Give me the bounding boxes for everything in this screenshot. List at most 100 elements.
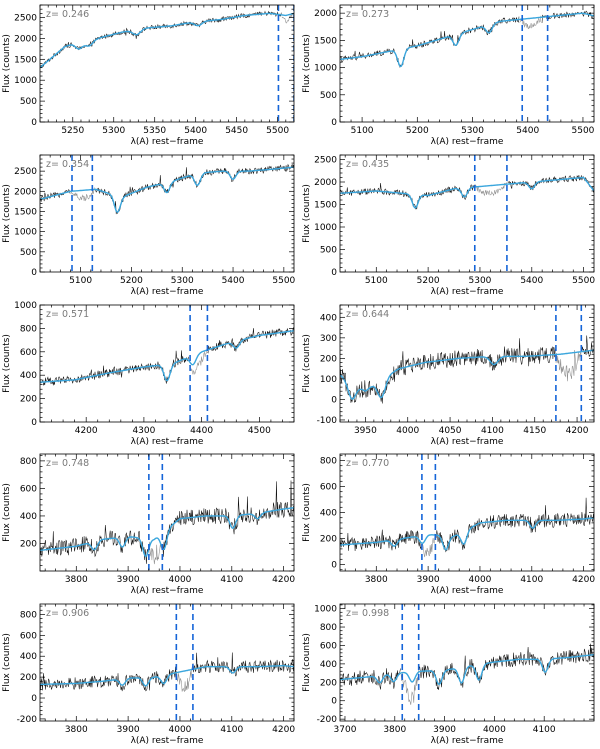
y-tick-label: 800 [320,623,337,633]
y-axis-label: Flux (counts) [2,633,12,692]
masked-spectrum-line [519,15,542,29]
y-tick-label: 100 [320,374,337,384]
y-tick-label: 500 [20,97,37,107]
x-tick-label: 5450 [225,126,248,136]
x-tick-label: 5500 [266,126,289,136]
y-tick-label: 500 [20,248,37,258]
y-tick-label: 0 [331,268,337,278]
y-tick-label: 0 [31,118,37,128]
x-tick-label: 5100 [351,126,374,136]
redshift-label: z= 0.354 [46,159,89,170]
y-tick-label: 1000 [314,64,337,74]
x-axis-label: λ(A) rest−frame [131,437,204,447]
y-tick-label: 400 [320,660,337,670]
y-tick-label: 600 [20,347,37,357]
x-tick-label: 4000 [396,426,419,436]
x-tick-label: 4100 [220,575,243,585]
x-tick-label: 4100 [520,575,543,585]
model-fit-line [40,507,294,558]
y-tick-label: 2000 [314,178,337,188]
y-tick-label: 2000 [14,34,37,44]
x-tick-label: 5350 [143,126,166,136]
x-axis-label: λ(A) rest−frame [431,736,504,746]
plot-frame [39,4,295,123]
y-tick-label: 2500 [14,167,37,177]
spectrum-chart: 4200 4300 4400 4500 0 200 400 600 800 1000 λ(A) re… [2,301,295,447]
x-axis-label: λ(A) rest−frame [431,586,504,596]
x-tick-label: 4000 [469,575,492,585]
x-tick-label: 3700 [334,725,357,735]
y-tick-label: 200 [320,678,337,688]
spectrum-panel: 3700 3800 3900 4000 4100 -200 0 200 400 600 800 100… [300,599,600,749]
model-fit-line [40,329,294,383]
y-tick-label: 500 [320,245,337,255]
model-fit-line [340,654,594,686]
y-axis-label: Flux (counts) [302,34,312,93]
x-tick-label: 4000 [483,725,506,735]
y-axis-label: Flux (counts) [302,334,312,393]
y-tick-label: 400 [20,371,37,381]
redshift-label: z= 0.748 [46,458,89,469]
spectrum-chart: 3950 4000 4050 4100 4150 4200 -100 0 100 200 300 40… [302,304,595,447]
x-tick-label: 5200 [406,126,429,136]
y-axis-label: Flux (counts) [2,34,12,93]
y-tick-label: 300 [320,333,337,343]
plot-frame [39,154,295,273]
y-tick-label: 2000 [314,9,337,19]
redshift-label: z= 0.571 [46,309,89,320]
y-tick-label: -200 [17,715,38,725]
spectrum-panel: 3800 3900 4000 4100 4200 -200 0 200 400 600 800 λ(A… [0,599,300,749]
plot-frame [339,4,595,123]
x-tick-label: 3800 [365,575,388,585]
y-tick-label: 0 [331,118,337,128]
x-tick-label: 5100 [69,276,92,286]
observed-spectrum-line [40,652,294,692]
x-tick-label: 4100 [533,725,556,735]
x-tick-label: 5200 [417,276,440,286]
plot-frame [339,154,595,273]
y-tick-label: 200 [320,535,337,545]
y-tick-label: 2500 [14,14,37,24]
x-tick-label: 4150 [523,426,546,436]
y-tick-label: 800 [20,324,37,334]
model-fit-line [40,665,294,687]
y-tick-label: 2500 [314,155,337,165]
y-tick-label: 0 [331,697,337,707]
y-axis-label: Flux (counts) [2,334,12,393]
y-axis-label: Flux (counts) [2,184,12,243]
x-axis-label: λ(A) rest−frame [131,287,204,297]
spectrum-panel: 5100 5200 5300 5400 5500 0 500 1000 1500 2000 λ(A)… [300,0,600,150]
y-axis-label: Flux (counts) [2,484,12,543]
x-tick-label: 3800 [65,575,88,585]
x-tick-label: 3900 [433,725,456,735]
x-tick-label: 4000 [169,725,192,735]
x-tick-label: 5400 [520,276,543,286]
y-axis-label: Flux (counts) [302,184,312,243]
y-tick-label: 1500 [314,200,337,210]
x-tick-label: 3950 [354,426,377,436]
x-tick-label: 3900 [117,725,140,735]
x-tick-label: 4200 [75,426,98,436]
y-tick-label: 800 [320,457,337,467]
spectrum-chart: 5100 5200 5300 5400 5500 0 500 1000 1500 2000 2500… [302,154,595,297]
x-tick-label: 3900 [417,575,440,585]
x-tick-label: 5300 [469,276,492,286]
x-axis-label: λ(A) rest−frame [131,137,204,147]
y-tick-label: 0 [331,395,337,405]
y-tick-label: 1000 [14,301,37,311]
spectrum-panel: 5250 5300 5350 5400 5450 5500 0 500 1000 1500 2000… [0,0,300,150]
y-tick-label: 0 [31,694,37,704]
x-tick-label: 4400 [190,426,213,436]
y-tick-label: 800 [20,457,37,467]
model-fit-line [340,349,594,400]
y-tick-label: 0 [31,268,37,278]
plot-frame [39,453,295,572]
spectrum-chart: 3700 3800 3900 4000 4100 -200 0 200 400 600 800 100… [302,603,595,746]
spectrum-panel: 3950 4000 4050 4100 4150 4200 -100 0 100 200 300 40… [300,300,600,450]
model-fit-line [40,12,294,69]
x-tick-label: 4050 [439,426,462,436]
spectrum-panel: 3800 3900 4000 4100 4200 0 200 400 600 800 λ(A) re… [300,449,600,599]
y-tick-label: 0 [331,561,337,571]
x-axis-label: λ(A) rest−frame [431,137,504,147]
y-tick-label: 400 [320,313,337,323]
